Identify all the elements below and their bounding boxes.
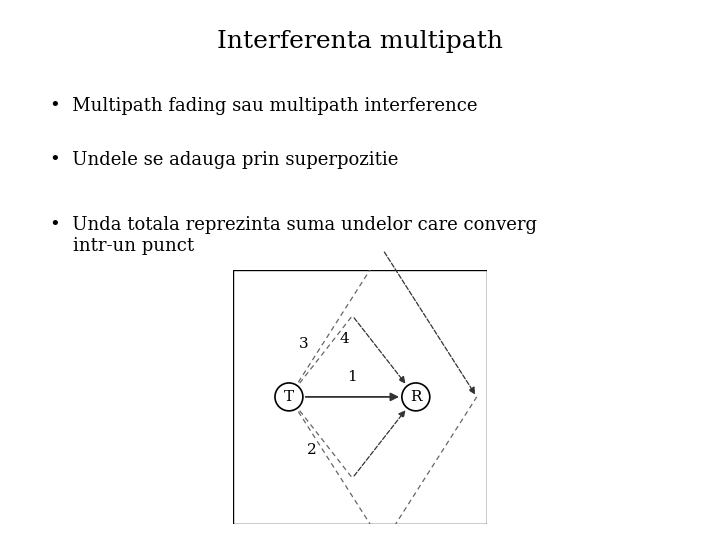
Text: 3: 3 (299, 337, 309, 351)
Circle shape (275, 383, 303, 411)
Text: 1: 1 (348, 370, 357, 384)
Circle shape (402, 383, 430, 411)
Text: •  Unda totala reprezinta suma undelor care converg
    intr-un punct: • Unda totala reprezinta suma undelor ca… (50, 216, 537, 255)
Text: •  Multipath fading sau multipath interference: • Multipath fading sau multipath interfe… (50, 97, 478, 115)
Text: T: T (284, 390, 294, 404)
Text: R: R (410, 390, 422, 404)
Text: 4: 4 (340, 332, 349, 346)
Text: 2: 2 (307, 443, 317, 457)
Text: Interferenta multipath: Interferenta multipath (217, 30, 503, 53)
Text: •  Undele se adauga prin superpozitie: • Undele se adauga prin superpozitie (50, 151, 399, 169)
